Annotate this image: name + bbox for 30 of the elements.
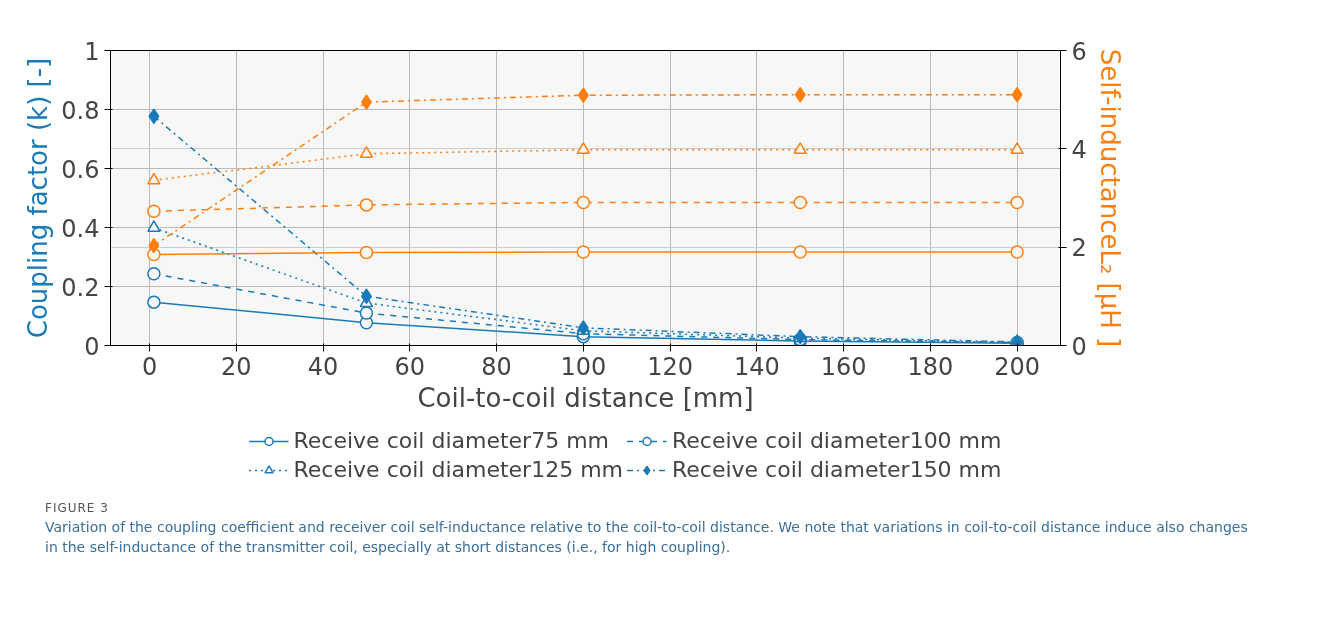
legend-label: Receive coil diameter75 mm xyxy=(293,428,609,453)
x-tick-label: 0 xyxy=(141,352,158,381)
x-tick-label: 100 xyxy=(560,352,607,381)
y2-tick-label: 2 xyxy=(1071,234,1087,263)
y2-tick-label: 4 xyxy=(1071,135,1087,164)
x-tick-label: 120 xyxy=(647,352,693,381)
y-tick-label: 0 xyxy=(84,332,100,361)
legend-label: Receive coil diameter100 mm xyxy=(672,428,1002,453)
x-tick-label: 160 xyxy=(820,352,867,381)
y-tick-label: 1 xyxy=(84,37,100,66)
x-tick-label: 140 xyxy=(733,352,780,381)
caption: FIGURE 3 xyxy=(45,500,110,517)
text: Variation of the coupling coefficient and receiver coil self-inductance relative to the coil-to-coil distance. We note that variations in coil-to-coil distance induce also changes in the self-inductance of the transmitter coil, especially at short distances (i.e., for high coupling). xyxy=(45,518,1249,558)
x-tick-label: 20 xyxy=(221,352,252,381)
x-tick-label: 200 xyxy=(994,352,1041,381)
y2-axis-title: Self-inductanceL₂ [μH ] xyxy=(1094,48,1125,348)
legend-label: Receive coil diameter125 mm xyxy=(293,457,623,482)
x-tick-label: 40 xyxy=(307,352,339,381)
y-tick-label: 0.2 xyxy=(61,273,100,302)
x-tick-label: 180 xyxy=(907,352,954,381)
y-axis-title: Coupling factor (k) [-] xyxy=(23,57,54,339)
x-tick-label: 80 xyxy=(481,352,512,381)
x-axis-title: Coil-to-coil distance [mm] xyxy=(417,382,754,413)
legend-label: Receive coil diameter150 mm xyxy=(672,457,1002,482)
y2-tick-label: 0 xyxy=(1071,332,1087,361)
y-tick-label: 0.8 xyxy=(61,96,100,125)
y-tick-label: 0.4 xyxy=(61,214,100,243)
x-tick-label: 60 xyxy=(394,352,426,381)
y-tick-label: 0.6 xyxy=(61,155,100,184)
y2-tick-label: 6 xyxy=(1071,37,1087,66)
